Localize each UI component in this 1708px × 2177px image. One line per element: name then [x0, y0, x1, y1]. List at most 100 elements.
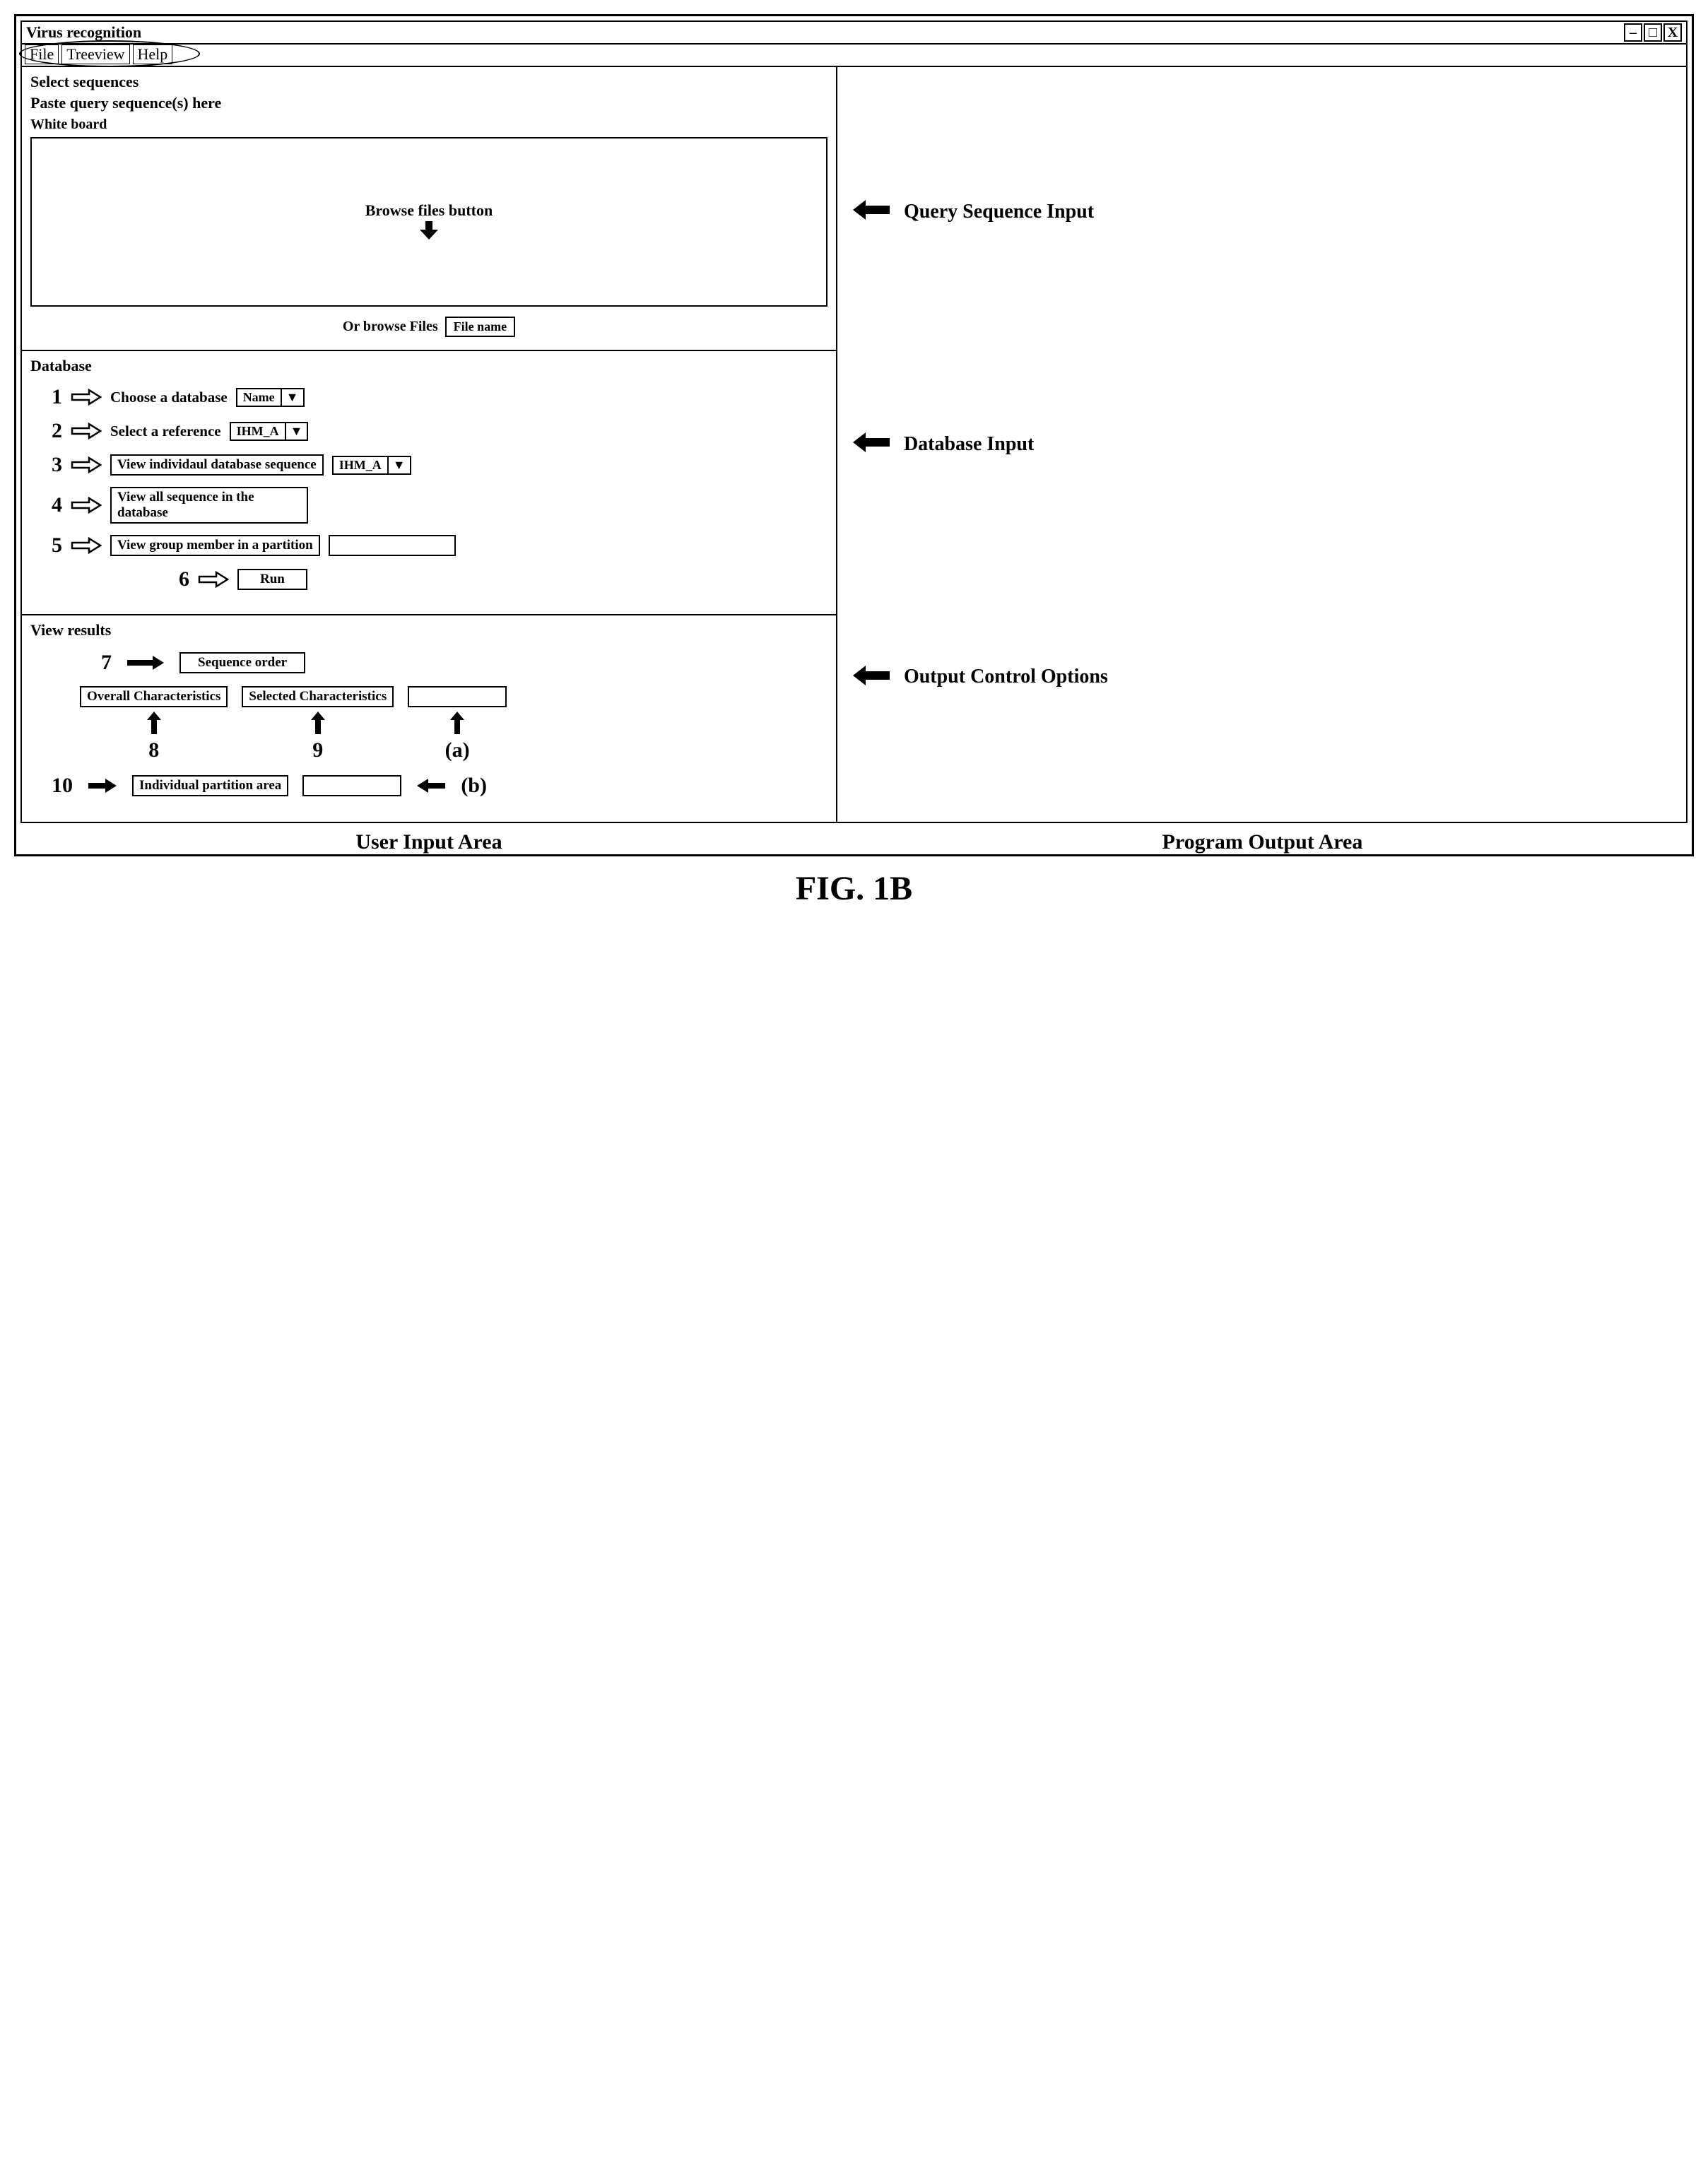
whiteboard-input[interactable]: Browse files button [30, 137, 828, 307]
down-arrow-icon [418, 220, 440, 243]
output-control-annotation: Output Control Options [852, 661, 1672, 694]
db-row-5: 5 View group member in a partition [52, 533, 828, 557]
arrow-left-icon [852, 661, 891, 694]
chevron-down-icon: ▼ [389, 457, 410, 473]
arrow-up-icon [146, 710, 163, 736]
database-section: Database 1 Choose a database Name ▼ [22, 350, 836, 614]
step-number-8: 8 [148, 738, 159, 762]
database-dropdown-value: Name [237, 389, 282, 406]
view-results-heading: View results [30, 621, 828, 639]
database-annotation: Database Input [852, 427, 1672, 461]
database-dropdown[interactable]: Name ▼ [236, 388, 305, 407]
browse-files-row: Or browse Files File name [30, 317, 828, 337]
step-number-7: 7 [101, 651, 112, 675]
arrow-right-icon [198, 571, 229, 588]
chevron-down-icon: ▼ [282, 389, 303, 406]
step-number-6: 6 [179, 567, 189, 591]
choose-database-label: Choose a database [110, 389, 228, 406]
step-number-10: 10 [52, 774, 73, 798]
col-9: Selected Characteristics 9 [242, 686, 394, 762]
query-sequence-annotation: Query Sequence Input [852, 195, 1672, 228]
user-input-area: Select sequences Paste query sequence(s)… [22, 67, 837, 822]
view-all-sequence-button[interactable]: View all sequence in the database [110, 487, 308, 524]
close-icon[interactable]: X [1663, 23, 1682, 42]
arrow-right-icon [71, 537, 102, 554]
window-controls: – □ X [1624, 23, 1682, 42]
database-input-label: Database Input [904, 433, 1034, 456]
arrow-right-icon [126, 654, 165, 671]
reference-dropdown-value: IHM_A [231, 423, 286, 439]
menu-treeview[interactable]: Treeview [61, 45, 129, 64]
arrow-right-icon [71, 389, 102, 406]
window-title: Virus recognition [26, 23, 141, 42]
partition-input[interactable] [329, 535, 456, 556]
arrow-right-icon [71, 456, 102, 473]
select-sequences-section: Select sequences Paste query sequence(s)… [22, 67, 836, 350]
arrow-left-icon [852, 195, 891, 228]
step-number-3: 3 [52, 453, 62, 477]
arrow-up-icon [449, 710, 466, 736]
partition-input-b[interactable] [302, 775, 401, 796]
res-row-10: 10 Individual partition area (b) [52, 774, 828, 798]
menubar: File Treeview Help [22, 45, 1686, 66]
characteristics-input-a[interactable] [408, 686, 507, 707]
reference-dropdown[interactable]: IHM_A ▼ [230, 422, 309, 441]
paste-query-heading: Paste query sequence(s) here [30, 94, 828, 112]
db-row-3: 3 View individaul database sequence IHM_… [52, 453, 828, 477]
label-b: (b) [461, 774, 487, 798]
res-row-8-9: Overall Characteristics 8 Selected Chara… [80, 686, 828, 762]
individual-sequence-dropdown-value: IHM_A [334, 457, 389, 473]
step-number-4: 4 [52, 493, 62, 517]
step-number-2: 2 [52, 419, 62, 443]
file-name-input[interactable]: File name [445, 317, 515, 337]
annotation-column: Query Sequence Input Database Input Outp… [837, 67, 1686, 822]
selected-characteristics-button[interactable]: Selected Characteristics [242, 686, 394, 707]
select-reference-label: Select a reference [110, 423, 221, 440]
view-individual-sequence-button[interactable]: View individaul database sequence [110, 454, 324, 476]
db-row-4: 4 View all sequence in the database [52, 487, 828, 524]
arrow-left-icon [416, 777, 447, 794]
res-row-7: 7 Sequence order [101, 651, 828, 675]
output-control-label: Output Control Options [904, 666, 1108, 688]
arrow-right-icon [71, 497, 102, 514]
label-a: (a) [445, 738, 470, 762]
view-group-member-button[interactable]: View group member in a partition [110, 535, 320, 556]
arrow-right-icon [87, 777, 118, 794]
db-row-1: 1 Choose a database Name ▼ [52, 385, 828, 409]
step-number-5: 5 [52, 533, 62, 557]
program-output-area-label: Program Output Area [837, 830, 1688, 854]
titlebar: Virus recognition – □ X [22, 22, 1686, 45]
database-heading: Database [30, 357, 828, 375]
menu-help[interactable]: Help [133, 45, 173, 64]
figure-label: FIG. 1B [14, 869, 1694, 908]
db-row-2: 2 Select a reference IHM_A ▼ [52, 419, 828, 443]
arrow-right-icon [71, 423, 102, 439]
arrow-up-icon [310, 710, 326, 736]
col-8: Overall Characteristics 8 [80, 686, 228, 762]
browse-files-label: Browse files button [365, 201, 493, 220]
user-input-area-label: User Input Area [20, 830, 837, 854]
whiteboard-label: White board [30, 117, 828, 133]
minimize-icon[interactable]: – [1624, 23, 1642, 42]
view-results-section: View results 7 Sequence order Overall Ch… [22, 614, 836, 822]
bottom-labels: User Input Area Program Output Area [20, 830, 1688, 854]
or-browse-label: Or browse Files [343, 319, 438, 335]
step-number-9: 9 [312, 738, 323, 762]
query-sequence-label: Query Sequence Input [904, 201, 1094, 223]
maximize-icon[interactable]: □ [1644, 23, 1662, 42]
results-group: 7 Sequence order Overall Characteristics [30, 651, 828, 798]
db-row-6: 6 Run [179, 567, 828, 591]
main-content: Select sequences Paste query sequence(s)… [22, 66, 1686, 822]
sequence-order-button[interactable]: Sequence order [179, 652, 305, 673]
step-number-1: 1 [52, 385, 62, 409]
chevron-down-icon: ▼ [286, 423, 307, 439]
select-sequences-heading: Select sequences [30, 73, 828, 91]
individual-sequence-dropdown[interactable]: IHM_A ▼ [332, 456, 411, 475]
individual-partition-area-button[interactable]: Individual partition area [132, 775, 288, 796]
arrow-left-icon [852, 427, 891, 461]
overall-characteristics-button[interactable]: Overall Characteristics [80, 686, 228, 707]
run-button[interactable]: Run [237, 569, 307, 590]
outer-frame: Virus recognition – □ X File Treeview He… [14, 14, 1694, 856]
menu-file[interactable]: File [25, 45, 59, 64]
col-a: (a) [408, 686, 507, 762]
